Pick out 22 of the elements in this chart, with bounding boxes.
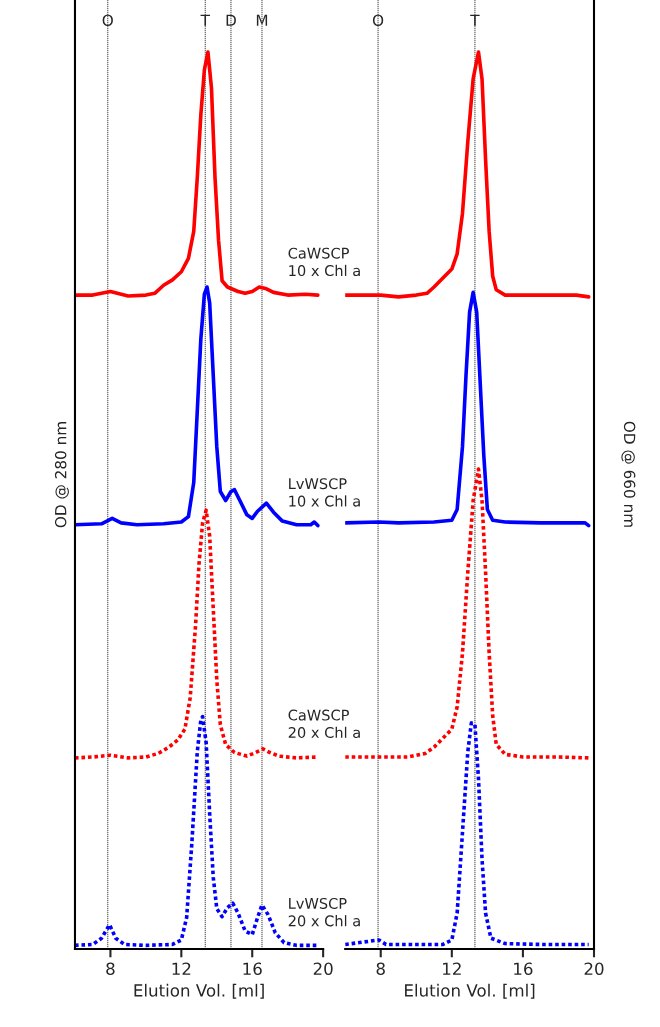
x-axis-title: Elution Vol. [ml] [134, 983, 264, 999]
x-tick-label: 8 [106, 962, 115, 976]
ref-line-label: M [256, 14, 268, 26]
y-axis-title: OD @ 280 nm [54, 422, 69, 528]
x-tick-label: 12 [443, 962, 461, 975]
x-tick-label: 20 [584, 962, 604, 976]
ref-line-label: D [226, 14, 236, 26]
x-tick-label: 20 [313, 962, 333, 976]
series-label: CaWSCP 10 x Chl a [288, 247, 360, 277]
series-label: CaWSCP 20 x Chl a [288, 709, 360, 739]
ref-line-label: T [470, 14, 480, 26]
x-tick-label: 12 [172, 962, 191, 975]
ref-line-label: T [200, 14, 210, 26]
x-axis-title: Elution Vol. [ml] [405, 983, 535, 999]
series-label: LvWSCP 20 x Chl a [288, 897, 360, 927]
ref-line-label: O [372, 14, 384, 27]
ref-line-label: O [102, 14, 113, 27]
x-tick-label: 16 [514, 962, 533, 976]
y2-axis-title: OD @ 660 nm [621, 421, 636, 527]
series-label: LvWSCP 10 x Chl a [289, 478, 360, 507]
x-tick-label: 8 [376, 962, 385, 976]
x-tick-label: 16 [243, 962, 262, 976]
